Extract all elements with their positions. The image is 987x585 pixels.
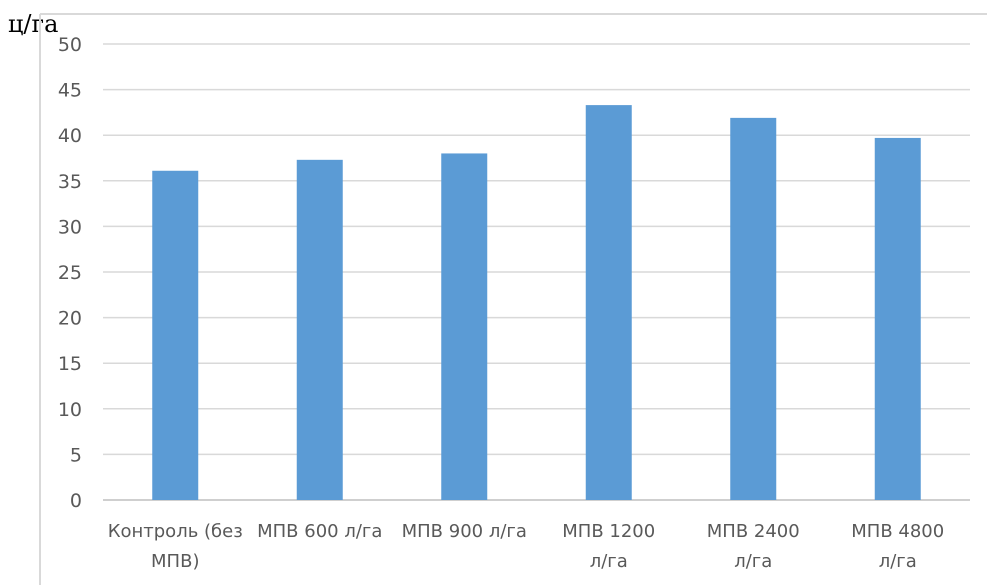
bar	[730, 117, 777, 500]
bar	[874, 137, 921, 500]
x-tick-label: МПВ 4800 л/га	[851, 521, 944, 572]
y-axis-unit-label: ц/га	[8, 10, 59, 38]
y-tick-label: 25	[58, 262, 82, 284]
y-tick-label: 40	[58, 125, 82, 147]
x-tick-label: МПВ 900 л/га	[402, 521, 527, 542]
bar	[585, 105, 632, 500]
bar	[296, 159, 343, 500]
y-tick-label: 20	[58, 308, 82, 330]
x-tick-label: МПВ 1200 л/га	[562, 521, 655, 572]
y-tick-label: 35	[58, 171, 82, 193]
bar	[441, 153, 488, 500]
y-tick-label: 15	[58, 353, 82, 375]
y-tick-label: 0	[70, 490, 82, 512]
x-tick-label: Контроль (без МПВ)	[108, 521, 243, 572]
y-tick-label: 30	[58, 216, 82, 238]
y-tick-label: 5	[70, 444, 82, 466]
bar	[152, 170, 199, 500]
y-tick-label: 50	[58, 34, 82, 56]
y-tick-label: 10	[58, 399, 82, 421]
x-tick-label: МПВ 2400 л/га	[707, 521, 800, 572]
y-tick-label: 45	[58, 80, 82, 102]
x-tick-label: МПВ 600 л/га	[257, 521, 382, 542]
